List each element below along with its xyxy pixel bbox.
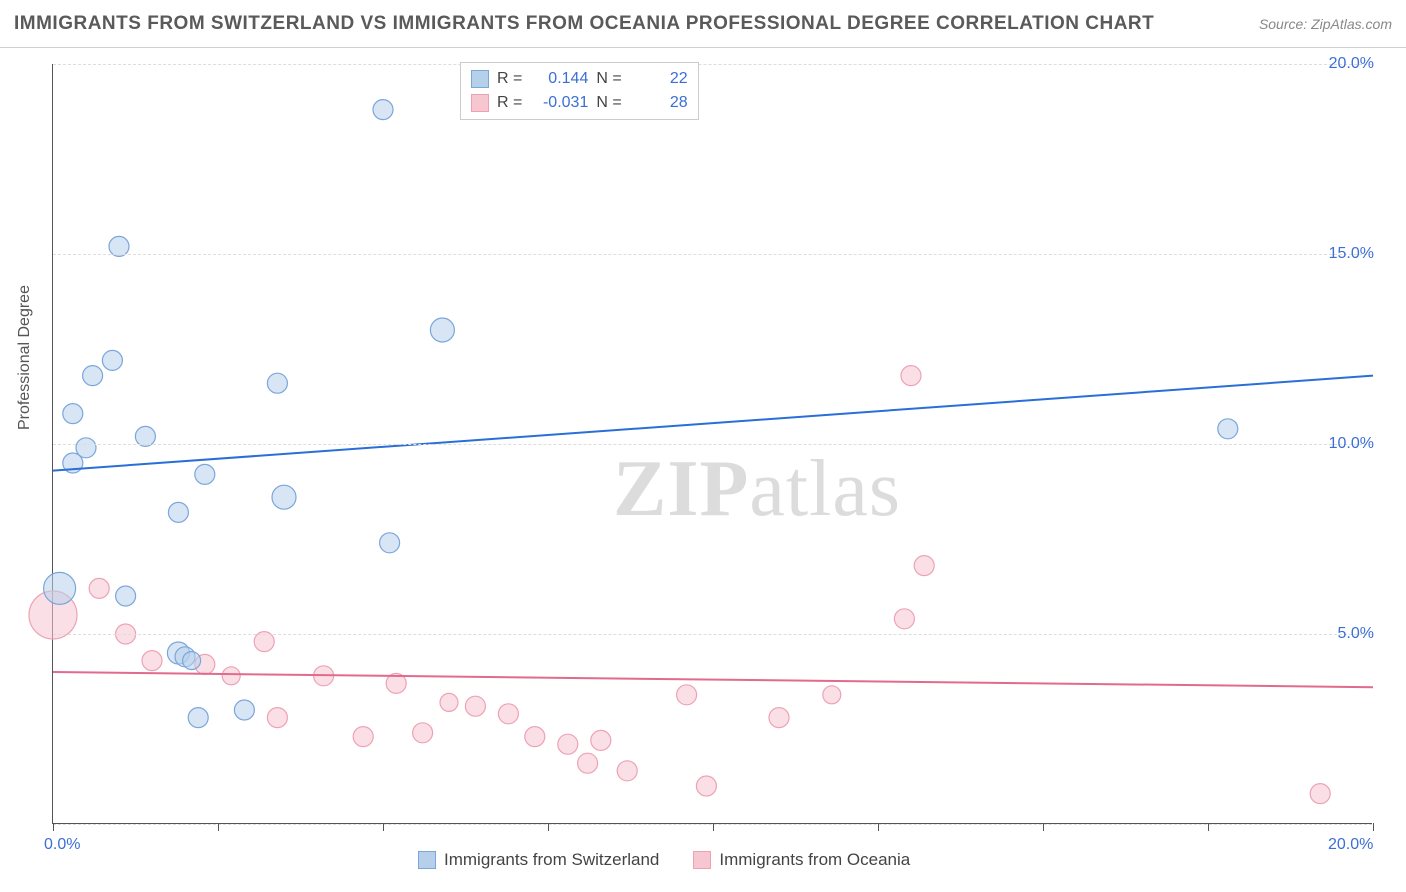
data-point bbox=[591, 730, 611, 750]
data-point bbox=[222, 667, 240, 685]
plot-area: ZIPatlas 5.0%10.0%15.0%20.0% bbox=[52, 64, 1372, 824]
r-value-2: -0.031 bbox=[530, 94, 588, 112]
r-label-1: R = bbox=[497, 70, 522, 88]
data-point bbox=[901, 366, 921, 386]
r-label-2: R = bbox=[497, 94, 522, 112]
data-point bbox=[183, 652, 201, 670]
x-tick bbox=[53, 823, 54, 831]
data-point bbox=[83, 366, 103, 386]
data-point bbox=[894, 609, 914, 629]
x-tick bbox=[1043, 823, 1044, 831]
data-point bbox=[677, 685, 697, 705]
y-tick-label: 15.0% bbox=[1329, 245, 1374, 263]
data-point bbox=[380, 533, 400, 553]
source-label: Source: ZipAtlas.com bbox=[1259, 16, 1392, 32]
data-point bbox=[267, 708, 287, 728]
data-point bbox=[413, 723, 433, 743]
x-tick bbox=[1208, 823, 1209, 831]
x-tick bbox=[218, 823, 219, 831]
data-point bbox=[116, 586, 136, 606]
y-tick-label: 5.0% bbox=[1338, 625, 1374, 643]
data-point bbox=[440, 693, 458, 711]
data-point bbox=[188, 708, 208, 728]
legend-label-1: Immigrants from Switzerland bbox=[444, 850, 659, 870]
data-point bbox=[373, 100, 393, 120]
data-point bbox=[696, 776, 716, 796]
data-point bbox=[558, 734, 578, 754]
data-point bbox=[272, 485, 296, 509]
y-tick-label: 10.0% bbox=[1329, 435, 1374, 453]
n-label-2: N = bbox=[596, 94, 621, 112]
n-value-1: 22 bbox=[630, 70, 688, 88]
data-point bbox=[195, 464, 215, 484]
x-tick bbox=[713, 823, 714, 831]
trend-line bbox=[53, 672, 1373, 687]
legend-label-2: Immigrants from Oceania bbox=[719, 850, 910, 870]
data-point bbox=[465, 696, 485, 716]
data-point bbox=[578, 753, 598, 773]
data-point bbox=[823, 686, 841, 704]
data-point bbox=[617, 761, 637, 781]
x-tick bbox=[878, 823, 879, 831]
legend-stats-row-1: R = 0.144 N = 22 bbox=[471, 67, 688, 91]
data-point bbox=[525, 727, 545, 747]
grid-line bbox=[53, 444, 1372, 445]
y-axis-title: Professional Degree bbox=[16, 285, 34, 430]
n-label-1: N = bbox=[596, 70, 621, 88]
data-point bbox=[89, 578, 109, 598]
x-tick-label-max: 20.0% bbox=[1328, 836, 1373, 854]
data-point bbox=[234, 700, 254, 720]
swatch-series2-bottom bbox=[693, 851, 711, 869]
r-value-1: 0.144 bbox=[530, 70, 588, 88]
x-tick-label-min: 0.0% bbox=[44, 836, 80, 854]
grid-line bbox=[53, 634, 1372, 635]
grid-line bbox=[53, 64, 1372, 65]
data-point bbox=[44, 572, 76, 604]
data-point bbox=[102, 350, 122, 370]
x-tick bbox=[1373, 823, 1374, 831]
swatch-series1 bbox=[471, 70, 489, 88]
data-point bbox=[1310, 784, 1330, 804]
n-value-2: 28 bbox=[630, 94, 688, 112]
trend-line bbox=[53, 376, 1373, 471]
swatch-series1-bottom bbox=[418, 851, 436, 869]
data-point bbox=[914, 556, 934, 576]
data-point bbox=[769, 708, 789, 728]
swatch-series2 bbox=[471, 94, 489, 112]
grid-line bbox=[53, 254, 1372, 255]
legend-bottom: Immigrants from Switzerland Immigrants f… bbox=[418, 850, 910, 870]
x-tick bbox=[548, 823, 549, 831]
legend-stats-row-2: R = -0.031 N = 28 bbox=[471, 91, 688, 115]
x-tick bbox=[383, 823, 384, 831]
legend-item-2: Immigrants from Oceania bbox=[693, 850, 910, 870]
data-point bbox=[142, 651, 162, 671]
legend-item-1: Immigrants from Switzerland bbox=[418, 850, 659, 870]
legend-stats: R = 0.144 N = 22 R = -0.031 N = 28 bbox=[460, 62, 699, 120]
y-tick-label: 20.0% bbox=[1329, 55, 1374, 73]
header: IMMIGRANTS FROM SWITZERLAND VS IMMIGRANT… bbox=[0, 0, 1406, 48]
data-point bbox=[63, 404, 83, 424]
data-point bbox=[353, 727, 373, 747]
data-point bbox=[168, 502, 188, 522]
data-point bbox=[267, 373, 287, 393]
chart-title: IMMIGRANTS FROM SWITZERLAND VS IMMIGRANT… bbox=[14, 13, 1154, 35]
data-point bbox=[1218, 419, 1238, 439]
data-point bbox=[498, 704, 518, 724]
data-point bbox=[430, 318, 454, 342]
